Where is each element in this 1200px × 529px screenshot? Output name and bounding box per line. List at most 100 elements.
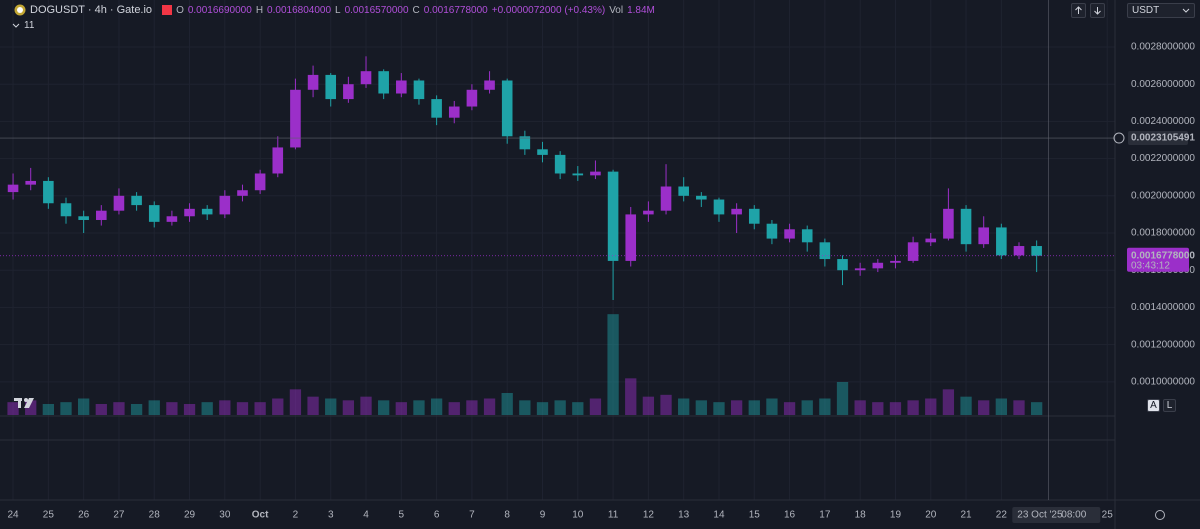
- candle-body: [96, 210, 107, 220]
- volume-bar: [307, 396, 319, 415]
- candle-body: [219, 195, 231, 215]
- symbol[interactable]: DOGUSDT · 4h · Gate.io: [30, 4, 153, 16]
- candle-body: [272, 147, 284, 174]
- candle-body: [148, 205, 160, 222]
- arrow-up: [1075, 6, 1082, 14]
- volume-bar: [7, 402, 19, 415]
- candle-body: [590, 171, 601, 176]
- x-tick-label: 18: [855, 510, 867, 521]
- volume-bar: [854, 400, 866, 415]
- volume-bar: [501, 393, 513, 415]
- volume-bar: [466, 400, 478, 415]
- volume-bar: [660, 394, 672, 415]
- scroll-down-button[interactable]: [1090, 3, 1105, 18]
- volume-bar: [572, 402, 584, 415]
- candle-body: [907, 242, 919, 261]
- scroll-up-button[interactable]: [1071, 3, 1086, 18]
- y-tick-label: 0.0026000000: [1131, 79, 1195, 90]
- volume-bar: [42, 404, 55, 415]
- ohlc-value: 0.0016804000: [267, 4, 332, 16]
- candle-body: [978, 227, 989, 245]
- x-tick-label: 25: [1102, 510, 1114, 521]
- candle-body: [25, 180, 37, 185]
- candle-body: [607, 171, 619, 261]
- volume-bar: [978, 400, 990, 415]
- log-scale-button[interactable]: L: [1163, 399, 1176, 412]
- x-tick-label: 4: [363, 510, 369, 521]
- crosshair-price-box: [1128, 131, 1188, 146]
- crosshair-time-box: [1012, 507, 1101, 523]
- vol-key: Vol: [609, 4, 624, 16]
- y-tick-label: 0.0014000000: [1131, 302, 1195, 313]
- candle-body: [943, 208, 954, 239]
- x-tick-label: 6: [434, 510, 440, 521]
- candle-body: [890, 260, 901, 263]
- volume-bar: [801, 400, 813, 415]
- candle-body: [660, 186, 672, 211]
- volume-bar: [448, 402, 460, 415]
- volume-bar: [483, 398, 496, 415]
- ohlc-key: H: [255, 4, 264, 16]
- ohlc-key: L: [335, 4, 341, 16]
- volume-bar: [413, 400, 425, 415]
- volume-bar: [625, 378, 637, 415]
- candle-body: [678, 186, 689, 196]
- x-tick-label: 26: [78, 510, 90, 521]
- y-tick-label: 0.0020000000: [1131, 190, 1195, 201]
- tv-logo: [14, 398, 34, 408]
- x-tick-label: 15: [749, 510, 761, 521]
- x-tick-label: 12: [643, 510, 655, 521]
- volume-pane: [7, 314, 1043, 415]
- candle-body: [748, 208, 760, 224]
- x-tick-label: 28: [149, 510, 161, 521]
- settings-icon[interactable]: [1155, 510, 1165, 520]
- x-tick-label: 11: [608, 510, 619, 521]
- flag-icon[interactable]: [162, 5, 173, 15]
- volume-bar: [819, 398, 831, 415]
- currency: USDT: [1132, 5, 1160, 16]
- candle-body: [643, 210, 654, 215]
- ohlc-value: 0.0016778000: [423, 4, 488, 16]
- crosshair-clock-label: 08:00: [1061, 510, 1086, 521]
- candle-body: [7, 184, 19, 193]
- auto-scale-button[interactable]: A: [1147, 399, 1160, 412]
- x-tick-label: 13: [678, 510, 690, 521]
- candle-body: [501, 80, 513, 137]
- candle-body: [131, 195, 142, 206]
- volume-bar: [254, 402, 266, 415]
- volume-bar: [289, 389, 302, 415]
- x-tick-label: 10: [572, 510, 584, 521]
- x-tick-label: 16: [784, 510, 796, 521]
- candle-body: [184, 208, 195, 217]
- x-tick-label: 29: [184, 510, 196, 521]
- volume-bar: [695, 400, 707, 415]
- volume-bar: [536, 402, 549, 415]
- candle-body: [307, 74, 319, 90]
- candle-body: [872, 262, 884, 269]
- candle-body: [201, 208, 213, 215]
- ohlc-value: 0.0016570000: [344, 4, 409, 16]
- change: +0.0000072000 (+0.43%): [491, 4, 606, 16]
- legend-header: DOGUSDT · 4h · Gate.io O 0.0016690000 H 0.…: [14, 4, 655, 16]
- add-alert-icon[interactable]: [1113, 132, 1125, 144]
- currency-select[interactable]: USDT: [1127, 3, 1195, 18]
- volume-bar: [519, 400, 531, 415]
- candle-body: [572, 173, 584, 176]
- candle-body: [854, 268, 866, 271]
- candles: [7, 56, 1042, 300]
- grid: [0, 0, 1115, 500]
- y-tick-label: 0.0024000000: [1131, 116, 1195, 127]
- candle-body: [960, 208, 972, 245]
- candle-body: [537, 149, 548, 155]
- y-tick-label: 0.0012000000: [1131, 339, 1195, 350]
- last-price-box: [1127, 247, 1189, 272]
- candle-body: [837, 259, 848, 271]
- candle-body: [43, 180, 54, 204]
- volume-bar: [766, 398, 778, 415]
- volume-bar: [236, 402, 249, 415]
- volume-bar: [325, 398, 337, 415]
- candle-body: [1031, 246, 1042, 256]
- indicator-toggle[interactable]: 11: [12, 20, 34, 31]
